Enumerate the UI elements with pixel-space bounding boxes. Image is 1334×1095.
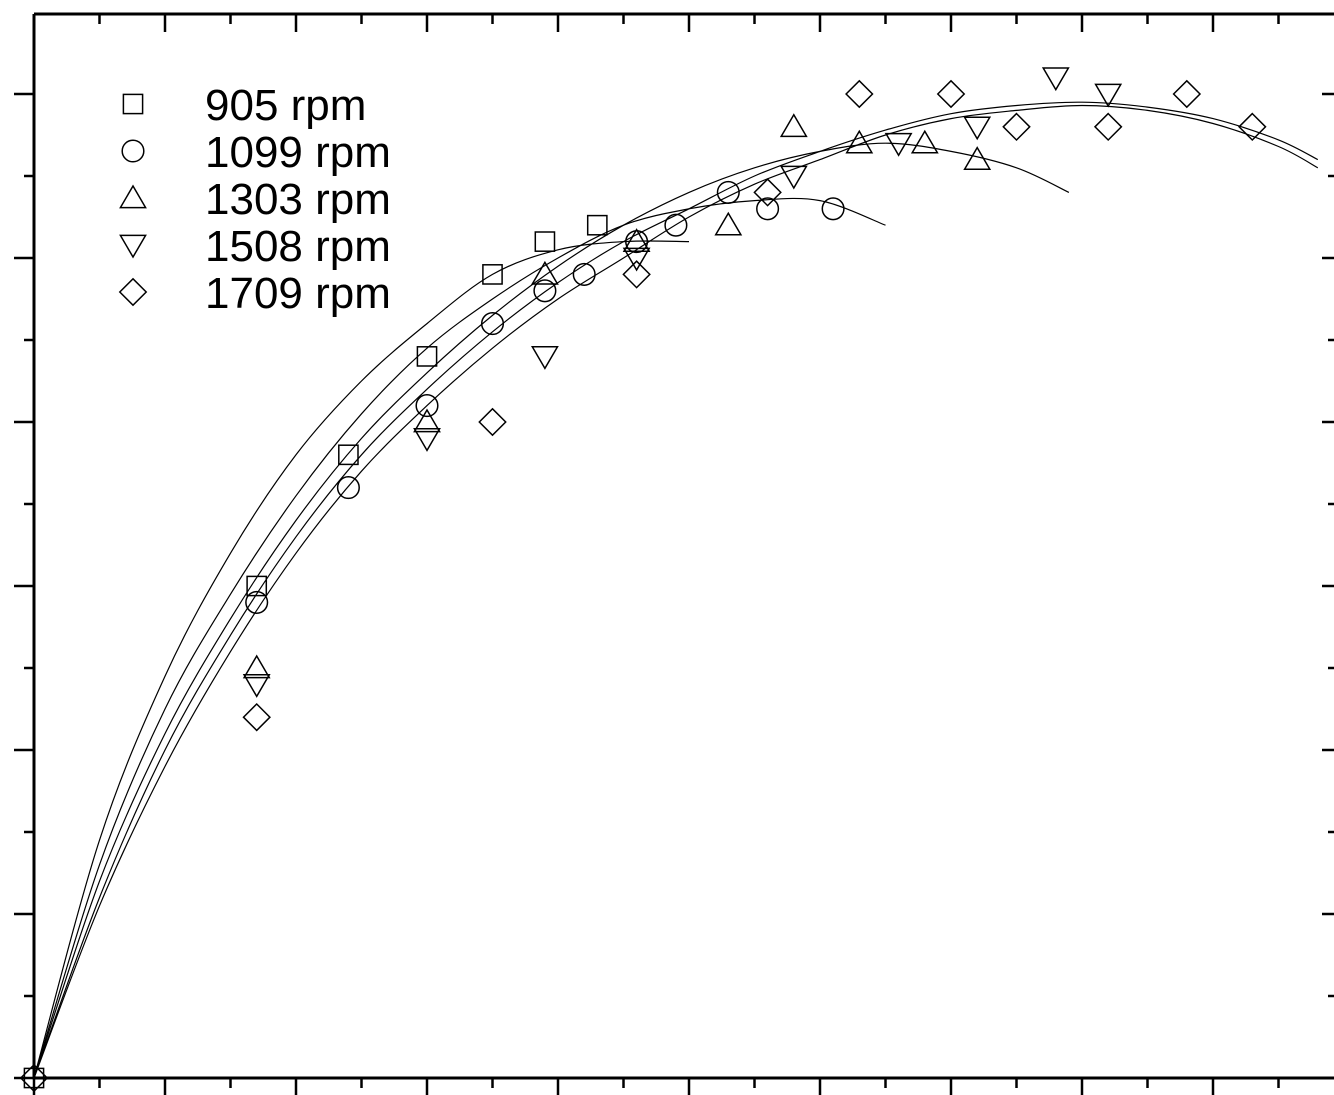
data-point-1099-rpm: [572, 262, 596, 286]
data-points: [19, 67, 1267, 1093]
data-point-1303-rpm: [622, 228, 651, 252]
data-point-1709-rpm: [242, 702, 271, 732]
legend-marker-1303-rpm: [119, 184, 147, 209]
data-point-1303-rpm: [714, 211, 743, 236]
data-point-1099-rpm: [336, 476, 360, 500]
data-point-1508-rpm: [1094, 83, 1123, 108]
legend-label-1709-rpm: 1709 rpm: [205, 269, 391, 318]
data-point-1508-rpm: [1041, 67, 1070, 92]
data-point-1709-rpm: [845, 79, 874, 109]
data-point-1099-rpm: [245, 590, 269, 614]
data-point-1099-rpm: [664, 213, 688, 237]
data-point-1508-rpm: [242, 674, 271, 698]
legend-marker-905-rpm: [122, 93, 144, 115]
data-point-905-rpm: [246, 575, 268, 597]
data-point-905-rpm: [534, 231, 556, 252]
data-point-1709-rpm: [1238, 112, 1267, 142]
data-point-1508-rpm: [963, 116, 992, 141]
data-point-1303-rpm: [845, 129, 874, 154]
data-point-1709-rpm: [1172, 79, 1202, 109]
data-point-905-rpm: [482, 264, 503, 285]
data-point-905-rpm: [23, 1067, 45, 1089]
legend-label-1099-rpm: 1099 rpm: [205, 128, 391, 177]
data-point-1709-rpm: [19, 1063, 49, 1093]
data-point-1303-rpm: [963, 146, 992, 170]
data-point-1099-rpm: [533, 279, 557, 303]
legend-marker-1508-rpm: [119, 234, 147, 259]
fit-curves: [33, 101, 1319, 1079]
data-point-1303-rpm: [779, 113, 808, 138]
legend-marker-1709-rpm: [118, 277, 148, 307]
data-point-1508-rpm: [413, 428, 441, 452]
data-point-905-rpm: [338, 444, 359, 466]
fit-curve-1709-rpm: [33, 104, 1319, 1079]
legend-label-1508-rpm: 1508 rpm: [205, 222, 391, 271]
legend-marker-1099-rpm: [121, 139, 145, 163]
data-point-1508-rpm: [779, 165, 808, 190]
data-point-1099-rpm: [821, 197, 845, 221]
data-point-1099-rpm: [716, 180, 740, 204]
fit-curve-905-rpm: [33, 240, 690, 1079]
legend-label-1303-rpm: 1303 rpm: [205, 175, 391, 224]
data-point-1303-rpm: [910, 129, 939, 154]
data-point-1709-rpm: [622, 260, 651, 289]
data-point-1709-rpm: [1093, 112, 1123, 142]
data-point-1508-rpm: [622, 247, 651, 272]
data-point-1099-rpm: [415, 394, 439, 418]
data-point-1508-rpm: [884, 132, 913, 157]
fit-curve-1099-rpm: [33, 197, 886, 1079]
data-point-1709-rpm: [478, 407, 507, 437]
data-point-1303-rpm: [242, 654, 271, 679]
data-point-1709-rpm: [1002, 112, 1031, 142]
data-point-1099-rpm: [480, 312, 505, 336]
legend-label-905-rpm: 905 rpm: [205, 81, 366, 130]
fit-curve-1508-rpm: [33, 101, 1319, 1079]
data-point-905-rpm: [586, 214, 608, 236]
data-point-1709-rpm: [753, 178, 782, 207]
data-point-1508-rpm: [530, 346, 559, 370]
data-point-1709-rpm: [936, 79, 966, 109]
data-point-905-rpm: [416, 346, 438, 367]
data-point-1303-rpm: [413, 408, 441, 433]
data-point-1303-rpm: [530, 260, 559, 285]
data-point-1099-rpm: [756, 197, 780, 221]
